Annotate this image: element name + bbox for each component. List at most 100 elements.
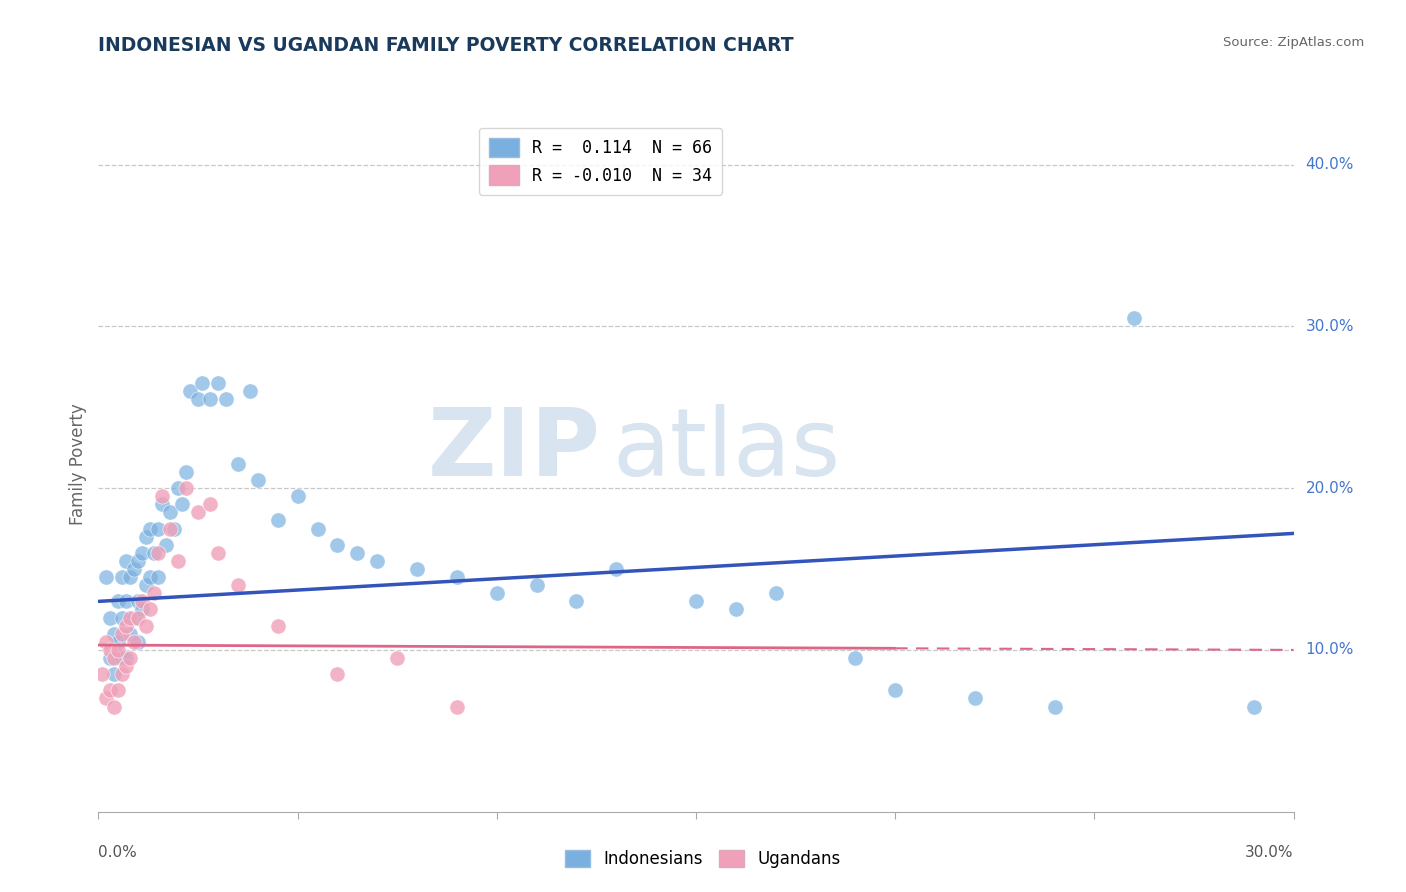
- Point: [98, 610, 122, 624]
- Text: 0.0%: 0.0%: [98, 845, 138, 860]
- Point: [127, 610, 149, 624]
- Point: [1043, 699, 1066, 714]
- Point: [115, 594, 138, 608]
- Point: [127, 594, 149, 608]
- Text: atlas: atlas: [612, 404, 841, 496]
- Point: [98, 643, 122, 657]
- Point: [135, 530, 157, 544]
- Legend: Indonesians, Ugandans: Indonesians, Ugandans: [558, 843, 848, 875]
- Text: INDONESIAN VS UGANDAN FAMILY POVERTY CORRELATION CHART: INDONESIAN VS UGANDAN FAMILY POVERTY COR…: [98, 36, 794, 54]
- Point: [115, 651, 138, 665]
- Point: [207, 376, 229, 390]
- Point: [131, 546, 153, 560]
- Text: 20.0%: 20.0%: [1305, 481, 1354, 496]
- Point: [115, 618, 138, 632]
- Point: [115, 554, 138, 568]
- Point: [103, 651, 125, 665]
- Point: [191, 376, 214, 390]
- Point: [963, 691, 986, 706]
- Point: [215, 392, 238, 406]
- Point: [346, 546, 368, 560]
- Point: [246, 473, 269, 487]
- Point: [366, 554, 388, 568]
- Point: [127, 635, 149, 649]
- Text: 30.0%: 30.0%: [1246, 845, 1294, 860]
- Point: [267, 618, 290, 632]
- Point: [120, 570, 142, 584]
- Point: [135, 578, 157, 592]
- Point: [111, 651, 134, 665]
- Point: [111, 610, 134, 624]
- Legend: R =  0.114  N = 66, R = -0.010  N = 34: R = 0.114 N = 66, R = -0.010 N = 34: [478, 128, 723, 194]
- Point: [167, 481, 190, 495]
- Text: 30.0%: 30.0%: [1305, 318, 1354, 334]
- Point: [179, 384, 201, 398]
- Point: [107, 643, 129, 657]
- Point: [198, 497, 221, 511]
- Point: [124, 610, 146, 624]
- Point: [174, 465, 197, 479]
- Point: [287, 489, 309, 503]
- Point: [120, 610, 142, 624]
- Point: [198, 392, 221, 406]
- Point: [526, 578, 548, 592]
- Point: [143, 546, 166, 560]
- Point: [167, 554, 190, 568]
- Point: [148, 546, 170, 560]
- Point: [1123, 311, 1146, 326]
- Point: [326, 538, 349, 552]
- Point: [107, 594, 129, 608]
- Point: [174, 481, 197, 495]
- Point: [172, 497, 194, 511]
- Point: [159, 522, 181, 536]
- Point: [1243, 699, 1265, 714]
- Point: [307, 522, 329, 536]
- Point: [131, 594, 153, 608]
- Point: [91, 667, 114, 681]
- Point: [96, 570, 118, 584]
- Point: [148, 522, 170, 536]
- Point: [98, 651, 122, 665]
- Point: [96, 635, 118, 649]
- Text: 10.0%: 10.0%: [1305, 642, 1354, 657]
- Text: ZIP: ZIP: [427, 404, 600, 496]
- Y-axis label: Family Poverty: Family Poverty: [69, 403, 87, 524]
- Point: [187, 505, 209, 519]
- Point: [226, 578, 249, 592]
- Point: [163, 522, 186, 536]
- Point: [120, 651, 142, 665]
- Point: [124, 635, 146, 649]
- Point: [111, 626, 134, 640]
- Point: [103, 667, 125, 681]
- Point: [150, 489, 173, 503]
- Point: [139, 570, 162, 584]
- Point: [103, 626, 125, 640]
- Point: [155, 538, 177, 552]
- Point: [485, 586, 508, 600]
- Point: [107, 635, 129, 649]
- Point: [127, 554, 149, 568]
- Point: [111, 570, 134, 584]
- Text: 40.0%: 40.0%: [1305, 157, 1354, 172]
- Point: [131, 602, 153, 616]
- Point: [724, 602, 747, 616]
- Point: [124, 562, 146, 576]
- Point: [115, 659, 138, 673]
- Point: [98, 683, 122, 698]
- Point: [844, 651, 866, 665]
- Text: Source: ZipAtlas.com: Source: ZipAtlas.com: [1223, 36, 1364, 49]
- Point: [150, 497, 173, 511]
- Point: [685, 594, 707, 608]
- Point: [159, 505, 181, 519]
- Point: [103, 699, 125, 714]
- Point: [406, 562, 429, 576]
- Point: [267, 513, 290, 527]
- Point: [96, 691, 118, 706]
- Point: [565, 594, 588, 608]
- Point: [120, 626, 142, 640]
- Point: [143, 586, 166, 600]
- Point: [765, 586, 787, 600]
- Point: [239, 384, 262, 398]
- Point: [884, 683, 907, 698]
- Point: [148, 570, 170, 584]
